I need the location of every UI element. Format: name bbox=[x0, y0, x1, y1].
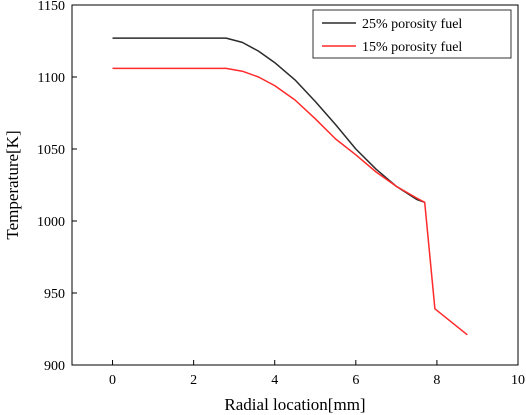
x-axis-title: Radial location[mm] bbox=[224, 395, 365, 414]
y-tick-label: 900 bbox=[44, 359, 65, 374]
series-line-1 bbox=[112, 67, 468, 336]
y-axis-ticks: 900 950 1000 1050 1100 1150 bbox=[37, 0, 77, 374]
y-tick-label: 1100 bbox=[38, 71, 65, 86]
x-tick-label: 10 bbox=[511, 373, 525, 388]
legend: 25% porosity fuel 15% porosity fuel bbox=[312, 9, 512, 59]
y-tick-label: 1000 bbox=[37, 215, 65, 230]
x-axis-ticks: 0 2 4 6 8 10 bbox=[109, 360, 525, 388]
x-tick-label: 4 bbox=[271, 373, 278, 388]
y-axis-title: Temperature[K] bbox=[3, 130, 22, 239]
x-tick-label: 6 bbox=[352, 373, 359, 388]
series-line-0 bbox=[112, 37, 425, 204]
y-tick-label: 950 bbox=[44, 287, 65, 302]
x-tick-label: 0 bbox=[109, 373, 116, 388]
legend-label-25-porosity: 25% porosity fuel bbox=[362, 17, 462, 32]
legend-box bbox=[312, 9, 512, 59]
x-tick-label: 8 bbox=[433, 373, 440, 388]
x-tick-label: 2 bbox=[190, 373, 197, 388]
plot-frame bbox=[71, 4, 519, 366]
series-lines bbox=[112, 37, 468, 336]
y-tick-label: 1150 bbox=[38, 0, 65, 14]
legend-label-15-porosity: 15% porosity fuel bbox=[362, 40, 462, 55]
y-tick-label: 1050 bbox=[37, 143, 65, 158]
